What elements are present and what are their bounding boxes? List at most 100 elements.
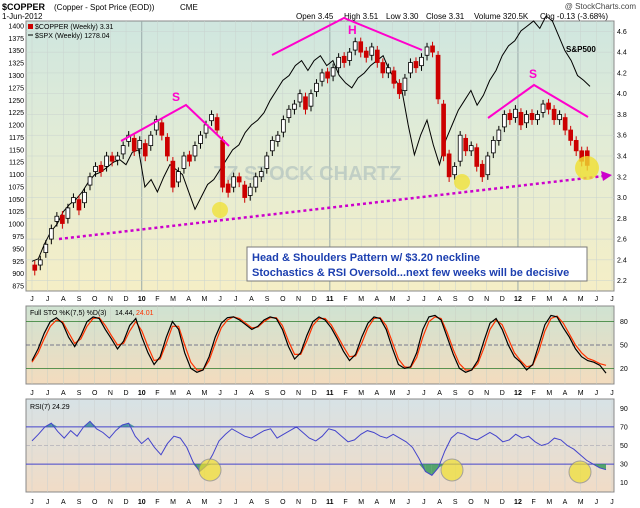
symbol-title: $COPPER [2,2,46,12]
left-tick-label: 1350 [8,48,24,55]
x-tick-label: A [186,390,191,397]
x-tick-label: J [610,296,614,303]
price-bar-body [115,155,120,161]
rsi-tick-label: 90 [620,406,628,413]
price-bar-body [369,46,375,56]
price-bar-body [546,102,551,110]
x-tick-label: O [280,296,286,303]
price-bar-body [242,184,248,198]
x-tick-label: J [595,296,599,303]
x-tick-label: O [92,499,98,506]
price-bar-body [457,134,463,162]
x-tick-label: M [390,296,396,303]
price-bar-body [408,62,413,74]
rsi-overbought-fill [90,421,97,427]
price-bar-body [275,134,281,142]
rsi-circle-3 [568,460,592,484]
x-tick-label: S [265,499,270,506]
close-label: Close 3.31 [426,12,465,21]
price-bar-body [82,191,87,204]
price-bar-body [142,143,148,157]
right-tick-label: 4.2 [617,70,627,77]
x-tick-label: D [124,296,129,303]
x-tick-label: D [312,390,317,397]
x-tick-label: A [437,390,442,397]
x-tick-label: J [595,499,599,506]
price-bar-body [236,176,242,183]
x-tick-label: F [531,499,535,506]
price-bar-body [104,155,109,167]
x-tick-label: M [390,390,396,397]
rsi-tick-label: 30 [620,462,628,469]
x-tick-label: J [422,296,426,303]
price-bar-body [54,215,60,222]
x-tick-label: S [77,390,82,397]
x-tick-label: M [170,296,176,303]
price-bar-body [137,140,143,150]
x-tick-label: 11 [326,499,334,506]
price-bar-body [397,82,402,95]
x-tick-label: A [563,296,568,303]
price-bar-body [214,117,220,131]
x-tick-label: O [468,499,474,506]
price-bar-body [209,114,214,122]
left-tick-label: 1200 [8,123,24,130]
left-tick-label: 900 [12,271,24,278]
price-bar-body [281,119,286,133]
x-tick-label: A [437,499,442,506]
price-bar-body [529,113,535,121]
price-bar-body [87,176,93,186]
x-tick-label: A [563,499,568,506]
x-tick-label: M [578,390,584,397]
x-tick-label: J [234,296,238,303]
x-tick-label: S [265,390,270,397]
x-tick-label: S [77,499,82,506]
price-right-axis: 2.2 2.4 2.6 2.8 3.0 3.2 3.4 3.6 3.8 4.0 4.2 4.4 4.6 [617,29,627,285]
x-tick-label: F [343,390,347,397]
sto-d-value: 24.01 [136,310,154,317]
x-tick-label: M [546,390,552,397]
sto-k-value: 14.44, [115,310,135,317]
x-tick-label: J [406,499,410,506]
left-shoulder-label: S [172,90,180,104]
price-bar-body [93,165,98,172]
price-bar-body [247,186,253,196]
price-bar-body [49,228,54,240]
x-tick-label: N [484,390,489,397]
x-tick-label: 10 [138,296,146,303]
price-bar-body [71,197,76,204]
price-bar-body [220,140,225,188]
x-tick-label: S [453,296,458,303]
right-tick-label: 2.8 [617,216,627,223]
price-bar-body [120,145,126,155]
open-label: Open 3.45 [296,12,334,21]
price-bar-body [540,103,546,113]
price-bar-body [402,77,408,91]
price-left-axis: 875 900 925 950 975 1000 1025 1050 1075 1100 1125 1… [8,23,24,290]
x-tick-label: J [422,499,426,506]
x-tick-label: N [108,499,113,506]
x-tick-label: J [406,296,410,303]
x-tick-label: O [92,296,98,303]
x-tick-label: 12 [514,390,522,397]
x-tick-label: F [343,296,347,303]
rsi-tick-label: 10 [620,480,628,487]
x-tick-label: D [500,499,505,506]
right-tick-label: 3.2 [617,174,627,181]
x-tick-label: J [30,390,34,397]
price-bar-body [314,82,319,93]
x-tick-label: A [249,499,254,506]
x-tick-label: M [170,499,176,506]
left-tick-label: 925 [12,259,24,266]
right-tick-label: 2.2 [617,278,627,285]
sp500-label: S&P500 [566,45,596,54]
annotation-line-1: Head & Shoulders Pattern w/ $3.20 neckli… [252,252,480,264]
price-bar-body [65,207,71,219]
price-bar-body [297,93,303,103]
left-tick-label: 975 [12,234,24,241]
x-tick-label: J [218,390,222,397]
x-tick-label: M [390,499,396,506]
price-bar-body [269,140,275,152]
x-tick-label: A [186,296,191,303]
x-tick-label: M [358,296,364,303]
